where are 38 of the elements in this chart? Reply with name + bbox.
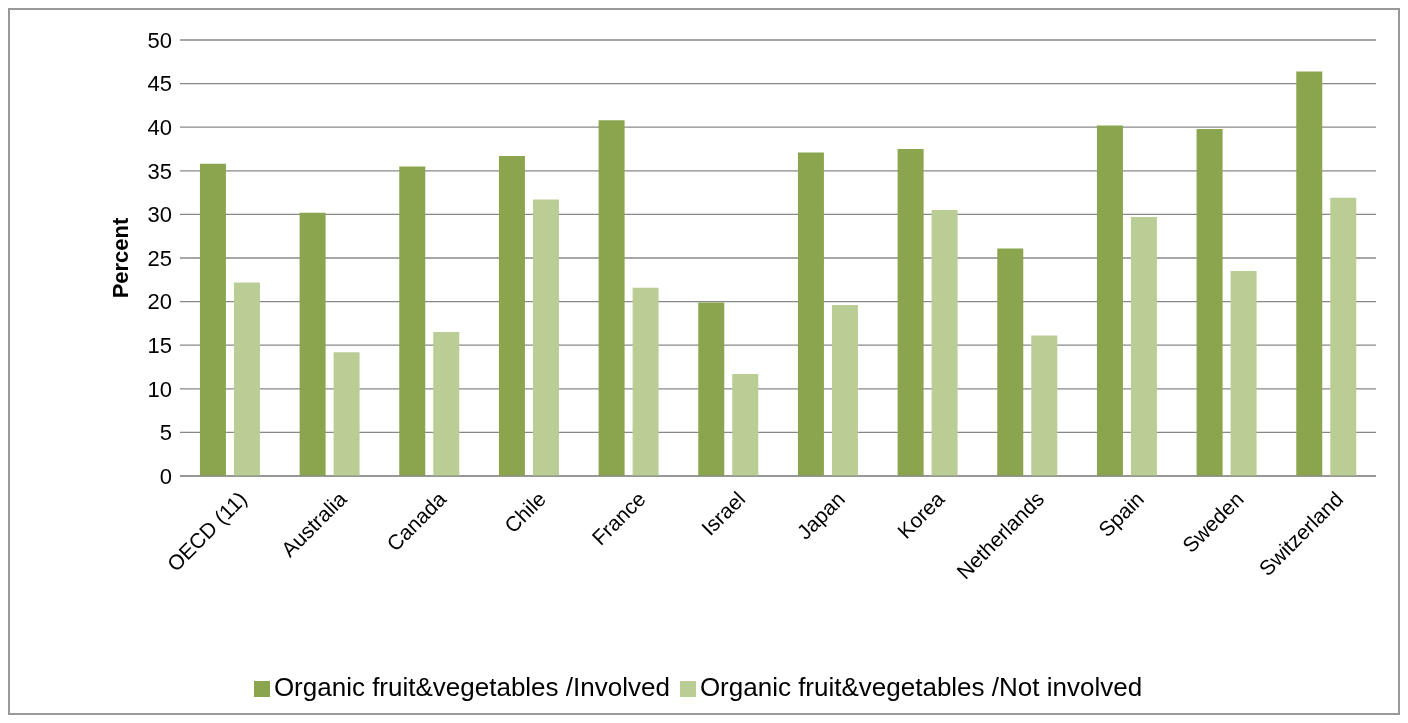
bar — [598, 120, 625, 476]
bar — [233, 282, 260, 476]
bar — [931, 210, 958, 476]
y-tick-label: 45 — [147, 71, 172, 97]
bar — [498, 155, 525, 476]
y-tick-label: 30 — [147, 202, 172, 228]
y-tick-label: 10 — [147, 376, 172, 402]
y-tick-label: 0 — [159, 463, 172, 489]
bar — [1296, 71, 1323, 476]
bar — [632, 287, 659, 476]
bar — [433, 332, 460, 476]
y-tick-label: 25 — [147, 245, 172, 271]
y-tick-label: 50 — [147, 27, 172, 53]
bar — [1230, 271, 1257, 476]
bar — [1130, 217, 1157, 476]
bar — [199, 163, 226, 476]
y-tick-label: 15 — [147, 333, 172, 359]
bar — [732, 373, 759, 476]
bar — [1196, 128, 1223, 476]
bar — [532, 199, 559, 476]
y-tick-label: 5 — [159, 420, 172, 446]
bar — [399, 166, 426, 476]
y-tick-label: 35 — [147, 158, 172, 184]
legend-label: Organic fruit&vegetables /Not involved — [699, 672, 1143, 702]
bar — [333, 352, 360, 476]
bar — [698, 302, 725, 476]
bar — [299, 212, 326, 476]
y-axis-title: Percent — [107, 216, 133, 299]
bar — [897, 149, 924, 476]
bar — [831, 305, 858, 476]
bar — [997, 248, 1024, 476]
legend-label: Organic fruit&vegetables /Involved — [273, 672, 670, 702]
bar — [1330, 197, 1357, 476]
bar — [797, 152, 824, 476]
bar — [1096, 125, 1123, 476]
y-tick-label: 20 — [147, 289, 172, 315]
y-tick-label: 40 — [147, 115, 172, 141]
bar — [1031, 335, 1058, 476]
